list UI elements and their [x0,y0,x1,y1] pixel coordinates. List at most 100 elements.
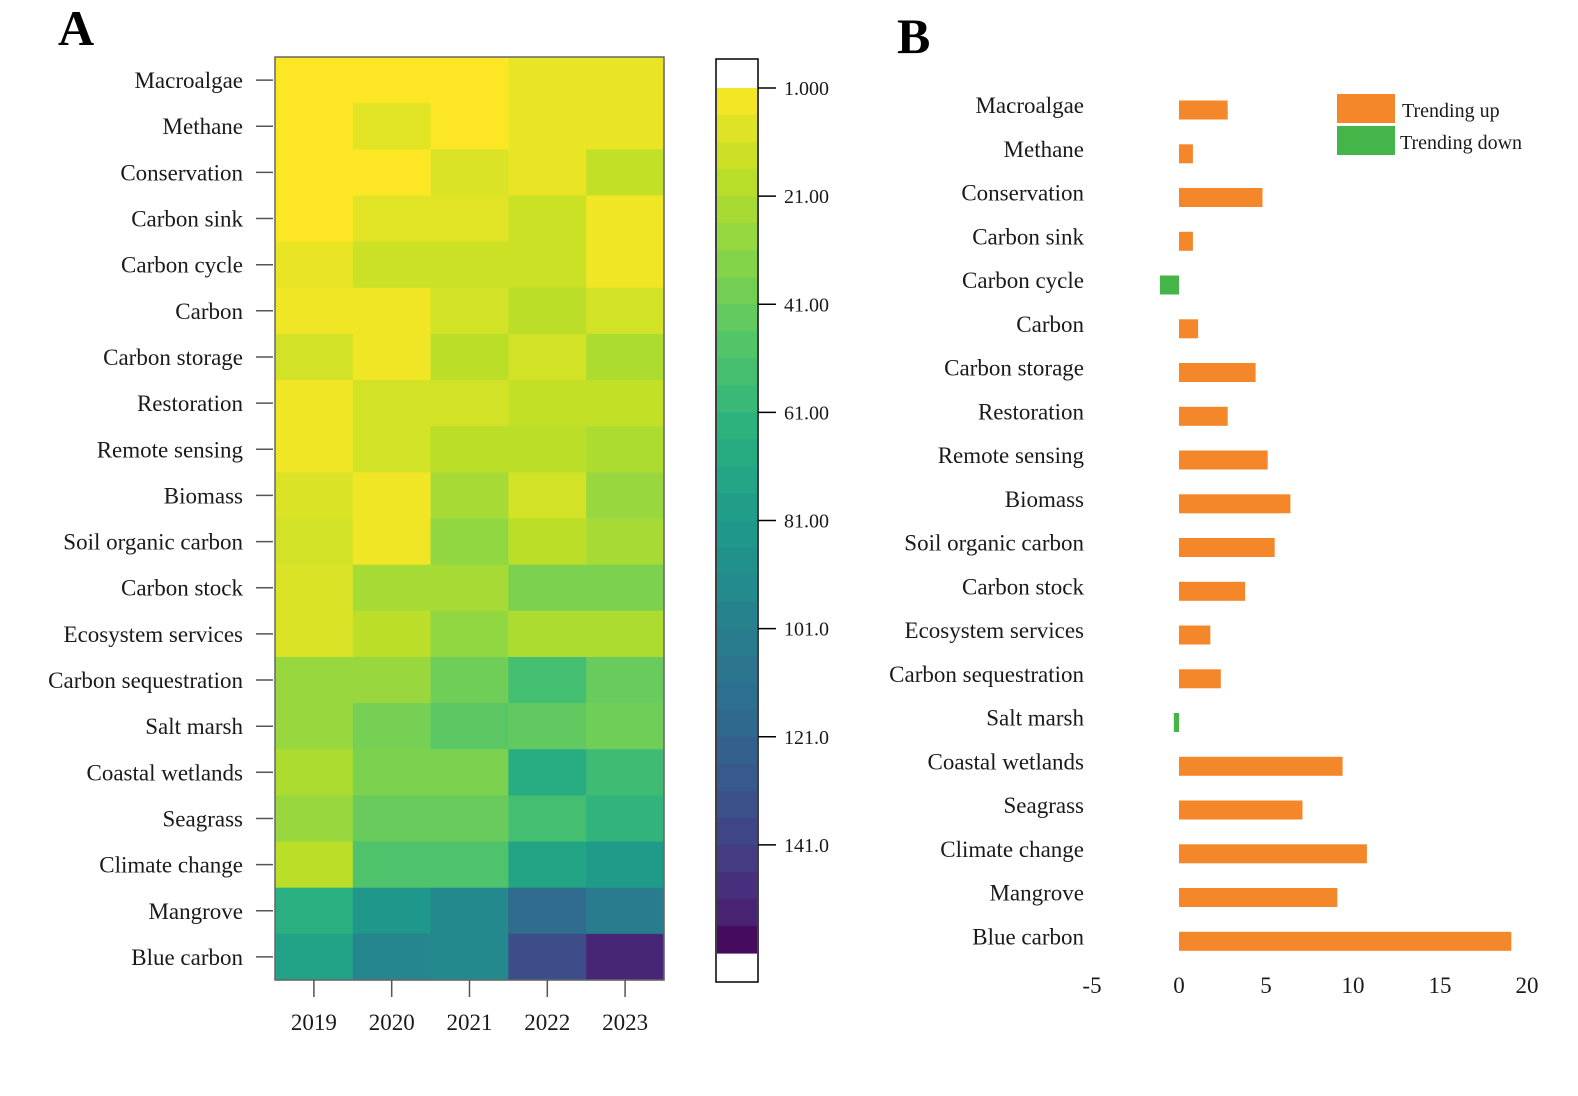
heatmap-cell [586,656,665,704]
heatmap-cell [430,57,509,104]
heatmap-cell [352,656,432,704]
heatmap-row-label: Mangrove [148,899,243,924]
heatmap-cell [508,933,587,981]
heatmap-cell [352,287,432,335]
colorbar-segment [717,763,757,792]
heatmap-cell [352,933,432,981]
heatmap-cell [352,472,432,520]
colorbar-segment [717,358,757,386]
colorbar-segment [717,115,757,143]
heatmap-year-label: 2021 [447,1010,493,1035]
bar [1179,800,1303,820]
heatmap-cell [275,333,354,381]
heatmap-row-label: Biomass [164,483,243,508]
colorbar-segment [717,385,757,413]
bar [1179,538,1275,557]
colorbar-segment [717,628,757,657]
heatmap-cell [586,103,665,150]
bar-x-tick-label: 0 [1173,973,1185,998]
heatmap-cell [430,841,509,889]
heatmap-row-label: Macroalgae [134,68,243,93]
heatmap-cell [352,195,432,243]
heatmap-row-label: Carbon stock [121,576,244,601]
bar-category-label: Biomass [1005,487,1084,512]
heatmap-row-label: Seagrass [163,807,244,832]
colorbar-segment [717,790,757,819]
heatmap-cell [352,610,432,658]
heatmap-row-label: Remote sensing [97,437,244,462]
bar-category-label: Carbon sequestration [889,662,1084,687]
bar [1179,844,1367,864]
bar-category-label: Carbon cycle [962,268,1084,293]
heatmap-cell [586,887,665,935]
colorbar-tick-label: 81.00 [784,511,829,533]
legend-swatch-up [1337,94,1395,123]
heatmap-cell [430,703,509,750]
heatmap-cell [275,149,354,197]
colorbar-segment [717,547,757,576]
heatmap-cell [586,333,665,381]
heatmap-cell [586,241,665,289]
heatmap-cell [586,610,665,658]
heatmap-cell [430,333,509,381]
heatmap-cell [430,380,509,427]
bar [1179,144,1193,164]
heatmap-year-labels: 2019 2020 2021 2022 2023 [291,980,648,1035]
colorbar-segments [717,88,757,954]
bar [1179,231,1193,251]
heatmap-cell [508,472,587,520]
heatmap-cell [586,380,665,427]
bar [1173,713,1179,732]
heatmap-cell [586,564,665,612]
heatmap-cell [430,103,509,150]
bar [1179,756,1343,776]
heatmap-cell [508,426,587,473]
colorbar-segment [717,250,757,278]
colorbar-segment [717,277,757,305]
bar-category-label: Seagrass [1004,793,1085,818]
heatmap-row-label: Carbon sink [131,207,243,232]
heatmap-cell [430,656,509,704]
bar [1179,494,1291,514]
heatmap-cell [586,933,665,981]
colorbar-segment [717,844,757,873]
bar-category-label: Salt marsh [986,706,1084,731]
colorbar-segment [717,898,757,927]
heatmap-year-label: 2019 [291,1010,337,1035]
bar-category-label: Carbon stock [962,574,1085,599]
heatmap-cell [586,472,665,520]
bar-category-label: Methane [1004,137,1084,162]
colorbar-segment [717,574,757,603]
heatmap-row-label: Conservation [120,160,243,185]
colorbar-segment [717,223,757,251]
heatmap-row-label: Salt marsh [145,714,243,739]
bar [1179,931,1512,951]
bar-chart-panel: Macroalgae Methane Conservation Carbon sink… [889,93,1538,998]
heatmap-cell [275,103,354,150]
heatmap-cell [430,426,509,473]
heatmap-year-label: 2022 [524,1010,570,1035]
heatmap-cell [352,426,432,473]
colorbar-segment [717,925,757,954]
legend: Trending up Trending down [1337,94,1522,155]
legend-label-down: Trending down [1400,132,1522,154]
colorbar-tick-label: 121.0 [784,727,829,749]
heatmap-cell [508,656,587,704]
heatmap-cell [352,795,432,843]
heatmap-cell [430,472,509,520]
colorbar-tick-label: 1.000 [784,78,829,100]
heatmap-cell [586,841,665,889]
bar-x-tick-label: 5 [1260,973,1272,998]
heatmap-cell [352,703,432,750]
colorbar-segment [717,412,757,441]
heatmap-cell [586,703,665,750]
colorbar-segment [717,736,757,765]
heatmap-cell [352,241,432,289]
bar-category-label: Restoration [978,399,1085,424]
heatmap-cell [508,149,587,197]
heatmap-cell [275,518,354,566]
bar [1179,188,1263,207]
heatmap-panel: Macroalgae Methane Conservation Carbon sink… [48,56,665,1035]
heatmap-year-label: 2023 [602,1010,648,1035]
